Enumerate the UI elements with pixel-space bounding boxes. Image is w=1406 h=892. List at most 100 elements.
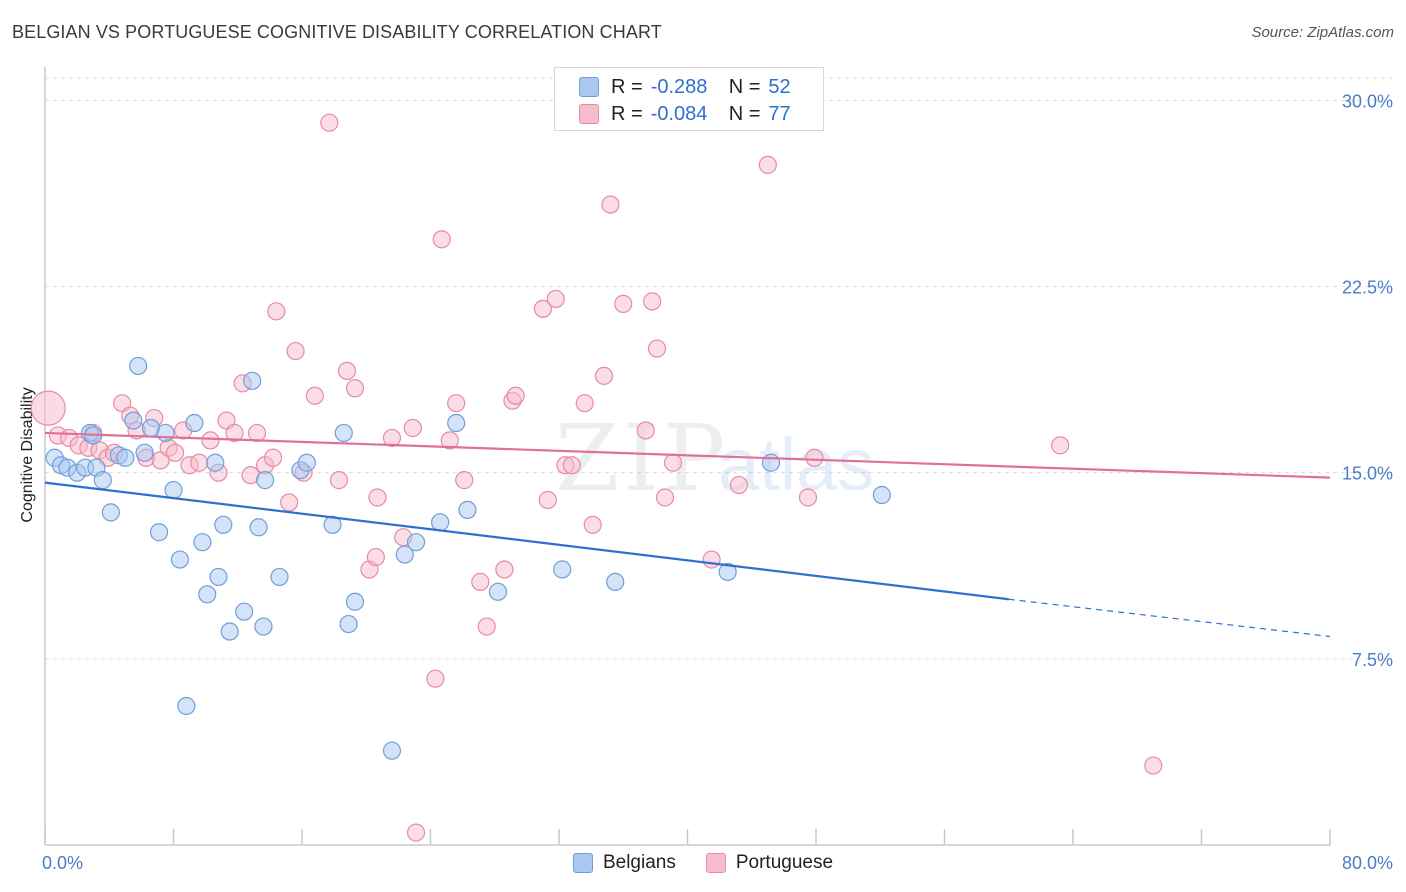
portuguese-point: [647, 339, 667, 358]
legend-n-label: N =: [728, 75, 761, 98]
belgians-point: [193, 533, 212, 552]
belgians-point: [149, 523, 169, 542]
portuguese-point: [305, 386, 324, 405]
portuguese-point: [263, 448, 283, 467]
legend-row-belgians: R = -0.288 N = 52: [579, 75, 791, 99]
belgians-point: [761, 453, 781, 472]
belgians-point: [488, 582, 508, 601]
legend-box: R = -0.288 N = 52 R = -0.084 N = 77: [554, 67, 824, 131]
legend-n-label: N =: [728, 102, 761, 125]
portuguese-point: [201, 431, 220, 450]
portuguese-point: [447, 394, 466, 413]
portuguese-point: [614, 294, 633, 313]
y-tick-label: 7.5%: [1352, 650, 1393, 670]
portuguese-point: [477, 617, 496, 636]
belgians-point: [718, 562, 737, 582]
portuguese-point: [533, 299, 553, 318]
belgians-point: [270, 567, 289, 587]
watermark-zip: ZIP: [555, 405, 729, 512]
portuguese-point: [247, 423, 267, 443]
bottom-legend-belgians[interactable]: Belgians: [572, 852, 676, 874]
belgians-point: [255, 471, 275, 490]
belgians-point: [235, 602, 254, 621]
portuguese-point: [506, 386, 525, 405]
portuguese-point: [368, 488, 387, 507]
y-tick-label: 22.5%: [1342, 278, 1393, 298]
bottom-legend-portuguese[interactable]: Portuguese: [705, 852, 834, 874]
belgians-trend-line: [44, 481, 1009, 601]
portuguese-point: [382, 428, 402, 448]
belgians-point: [872, 485, 891, 505]
portuguese-point: [403, 418, 422, 438]
y-tick-label: 30.0%: [1342, 91, 1393, 111]
trend-lines: [44, 431, 1331, 638]
bottom-legend-swatch-portuguese: [705, 853, 726, 873]
portuguese-point: [636, 421, 655, 440]
portuguese-point: [1051, 436, 1070, 455]
portuguese-point: [729, 475, 749, 495]
portuguese-points: [30, 113, 1163, 842]
belgians-point: [254, 617, 273, 636]
portuguese-point: [495, 560, 514, 579]
belgians-point: [124, 411, 143, 430]
belgians-point: [135, 443, 154, 462]
belgians-point: [93, 471, 112, 490]
belgians-point: [101, 503, 120, 522]
legend-n-value: 77: [768, 102, 791, 125]
y-tick-label: 15.0%: [1342, 464, 1393, 484]
belgians-point: [297, 453, 316, 472]
legend-r-label: R =: [611, 102, 643, 125]
portuguese-point: [455, 471, 474, 490]
belgians-point: [249, 518, 268, 537]
legend-n-value: 52: [768, 75, 791, 98]
portuguese-point: [758, 155, 777, 174]
legend-r-value: -0.084: [650, 102, 708, 125]
belgians-point: [164, 480, 183, 500]
bottom-legend-label: Belgians: [602, 852, 676, 873]
portuguese-point: [166, 443, 185, 462]
portuguese-point: [337, 361, 357, 380]
belgians-point: [339, 614, 358, 634]
axes: [44, 67, 1331, 846]
portuguese-point: [426, 669, 445, 688]
portuguese-point: [643, 292, 662, 311]
portuguese-point: [267, 302, 286, 321]
belgians-point: [156, 423, 175, 443]
portuguese-point: [320, 113, 339, 132]
belgians-point: [395, 545, 414, 564]
portuguese-point: [663, 453, 683, 472]
bottom-legend-swatch-belgians: [572, 853, 593, 873]
belgians-point: [382, 741, 402, 760]
portuguese-point: [345, 379, 365, 398]
portuguese-point: [798, 488, 818, 507]
portuguese-point: [432, 230, 451, 249]
belgians-point: [406, 533, 426, 552]
belgians-point: [177, 696, 196, 716]
portuguese-point: [366, 547, 385, 567]
portuguese-point: [538, 490, 557, 510]
belgians-point: [606, 572, 625, 591]
portuguese-point: [1144, 756, 1163, 775]
portuguese-point: [805, 448, 824, 467]
portuguese-point: [702, 550, 721, 569]
legend-r-label: R =: [611, 75, 643, 98]
legend-r-value: -0.288: [650, 75, 708, 98]
belgians-point: [243, 371, 262, 390]
portuguese-point: [583, 515, 602, 534]
bottom-legend-label: Portuguese: [735, 852, 834, 873]
legend-swatch-belgians: [579, 77, 599, 97]
chart-title: BELGIAN VS PORTUGUESE COGNITIVE DISABILI…: [12, 22, 662, 42]
x-tick-label: 80.0%: [1342, 853, 1393, 873]
belgians-point: [220, 622, 239, 641]
belgians-point: [206, 453, 225, 472]
legend-row-portuguese: R = -0.084 N = 77: [579, 102, 791, 126]
belgians-point: [116, 448, 135, 467]
portuguese-point: [546, 289, 565, 309]
portuguese-point: [601, 195, 620, 214]
x-tick-label: 0.0%: [42, 853, 83, 873]
belgians-point: [458, 500, 477, 520]
watermark: ZIP atlas: [555, 405, 874, 512]
portuguese-point: [406, 823, 426, 842]
belgians-point: [214, 515, 233, 534]
belgians-point: [185, 413, 204, 433]
